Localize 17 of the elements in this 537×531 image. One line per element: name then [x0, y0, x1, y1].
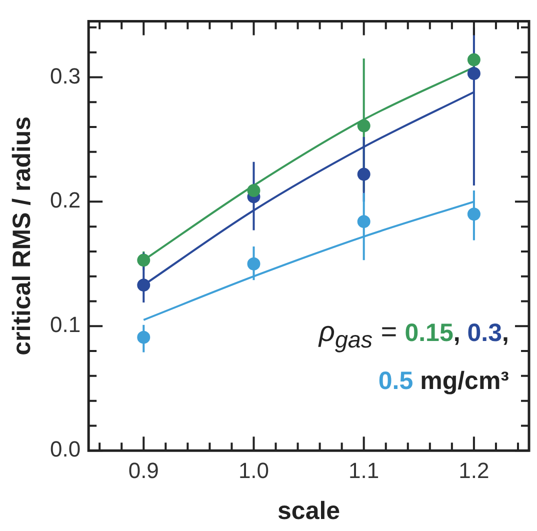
legend-title: ρ$_{gas}$ = [318, 316, 397, 352]
y-tick-label: 0.0 [50, 436, 81, 462]
annotation: , [453, 318, 460, 347]
x-tick-label: 1.1 [348, 458, 380, 483]
text: 0.5 [378, 367, 414, 396]
text: 0.3 [467, 318, 502, 347]
y-tick-label: 0.3 [50, 63, 81, 88]
annotation: , [502, 318, 509, 347]
y-axis-title: critical RMS / radius [8, 116, 36, 356]
y-tick-label: 0.2 [50, 188, 81, 213]
y-tick-label: 0.1 [50, 312, 81, 338]
text: 0.15 [404, 318, 454, 347]
x-tick-label: 0.9 [128, 458, 159, 483]
x-tick-label: 1.2 [458, 458, 490, 483]
x-axis-title: scale [278, 496, 340, 525]
x-tick-label: 1.0 [238, 458, 270, 483]
annotation: mg/cm³ [420, 367, 509, 396]
